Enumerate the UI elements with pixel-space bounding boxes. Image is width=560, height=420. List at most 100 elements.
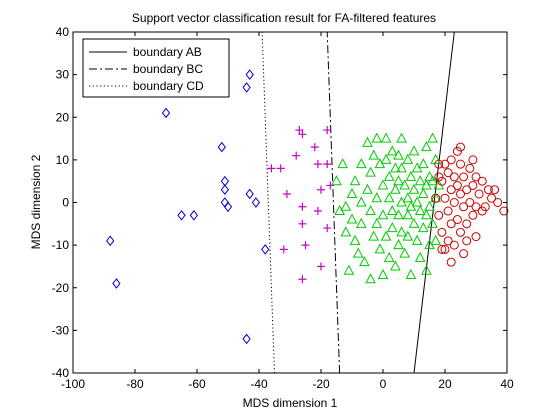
triangle-marker <box>390 183 401 194</box>
plus-marker <box>298 219 307 228</box>
circle-marker <box>437 244 447 254</box>
triangle-marker <box>355 217 367 228</box>
triangle-marker <box>331 175 342 186</box>
plus-marker <box>326 181 335 190</box>
plus-marker <box>298 275 307 284</box>
triangle-marker <box>365 204 376 216</box>
diamond-marker <box>106 235 115 247</box>
triangle-marker <box>362 136 373 147</box>
circle-marker <box>468 210 478 220</box>
plus-marker <box>323 160 332 169</box>
triangle-marker <box>393 175 404 186</box>
x-tick-label: 40 <box>500 377 514 391</box>
circle-marker <box>465 163 475 173</box>
triangle-marker <box>390 260 401 271</box>
plus-marker <box>317 185 325 194</box>
circle-marker <box>446 185 456 195</box>
diamond-marker <box>189 209 199 221</box>
legend: boundary AB boundary BC boundary CD <box>82 38 230 98</box>
triangle-marker <box>402 209 414 220</box>
triangle-marker <box>424 170 435 181</box>
y-tick-label: -10 <box>52 238 70 252</box>
circle-marker <box>462 185 472 195</box>
triangle-marker <box>334 204 345 216</box>
triangle-marker <box>340 226 352 237</box>
triangle-marker <box>371 132 383 143</box>
triangle-marker <box>424 200 435 211</box>
triangle-marker <box>427 175 438 186</box>
triangle-marker <box>399 179 411 190</box>
triangle-marker <box>365 273 376 284</box>
circle-marker <box>499 206 509 216</box>
triangle-marker <box>377 209 389 220</box>
triangle-marker <box>371 217 383 228</box>
x-tick-label: 0 <box>380 377 387 391</box>
circle-marker <box>459 202 469 212</box>
x-tick-label: 20 <box>438 377 452 391</box>
circle-marker <box>465 198 475 207</box>
boundary-line-1 <box>413 31 455 374</box>
plus-marker <box>317 262 325 271</box>
circle-marker <box>443 206 453 216</box>
triangle-marker <box>337 158 349 169</box>
circle-marker <box>440 244 450 254</box>
x-tick-label: -40 <box>250 377 268 391</box>
diamond-marker <box>112 278 121 289</box>
triangle-marker <box>368 149 380 160</box>
triangle-marker <box>383 170 395 181</box>
diamond-marker <box>245 188 254 200</box>
triangle-marker <box>371 192 383 203</box>
plus-marker <box>292 151 301 160</box>
circle-marker <box>449 198 459 207</box>
diamond-marker <box>177 209 186 221</box>
triangle-marker <box>402 230 414 241</box>
triangle-marker <box>346 187 358 198</box>
plus-marker <box>298 202 307 211</box>
circle-marker <box>446 219 456 229</box>
plus-marker <box>323 126 332 135</box>
triangle-marker <box>365 166 376 177</box>
circle-marker <box>480 202 490 212</box>
plus-marker <box>295 126 304 135</box>
triangle-marker <box>417 158 429 169</box>
boundary-line-3 <box>261 31 275 374</box>
diamond-marker <box>217 141 226 153</box>
triangle-marker <box>427 217 438 228</box>
triangle-marker <box>374 243 386 254</box>
x-tick-label: -80 <box>126 377 144 391</box>
triangle-marker <box>414 175 426 186</box>
diamond-marker <box>223 201 233 213</box>
circle-marker <box>459 249 469 259</box>
triangle-marker <box>411 234 423 245</box>
y-tick-label: 10 <box>56 153 70 167</box>
plus-marker <box>276 164 285 173</box>
triangle-marker <box>349 175 361 186</box>
circle-marker <box>431 193 441 203</box>
triangle-marker <box>340 200 352 211</box>
circle-marker <box>446 257 456 267</box>
legend-label: boundary CD <box>133 79 204 93</box>
triangle-marker <box>417 222 429 233</box>
circle-marker <box>456 189 465 199</box>
triangle-marker <box>368 230 380 241</box>
triangle-marker <box>430 153 442 164</box>
y-tick-label: 0 <box>62 196 69 210</box>
triangle-marker <box>408 183 420 194</box>
circle-marker <box>456 142 465 152</box>
triangle-marker <box>359 256 370 267</box>
triangle-marker <box>396 226 407 237</box>
plus-marker <box>298 130 307 139</box>
legend-label: boundary BC <box>133 62 203 76</box>
circle-marker <box>443 168 453 178</box>
diamond-marker <box>161 107 171 119</box>
triangle-marker <box>390 162 401 173</box>
triangle-marker <box>402 153 414 164</box>
triangle-marker <box>346 213 358 224</box>
triangle-marker <box>355 158 367 169</box>
plus-marker <box>301 241 310 250</box>
circle-marker <box>452 180 462 190</box>
circle-marker <box>443 236 453 246</box>
triangle-marker <box>349 234 361 245</box>
triangle-marker <box>380 153 392 164</box>
